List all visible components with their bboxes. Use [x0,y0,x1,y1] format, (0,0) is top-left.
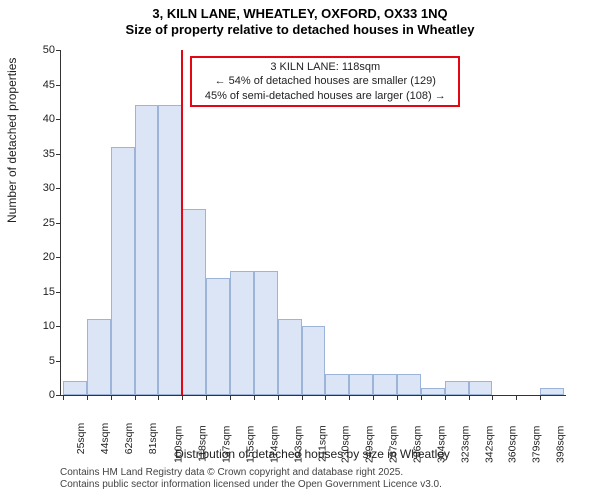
y-tick-mark [56,395,61,396]
x-tick-label: 81sqm [146,419,158,455]
annotation-box: 3 KILN LANE: 118sqm← 54% of detached hou… [190,56,460,107]
x-tick-label: 62sqm [122,419,134,455]
histogram-bar [206,278,230,395]
y-tick-mark [56,188,61,189]
x-tick-mark [373,395,374,400]
x-tick-label: 342sqm [483,422,495,463]
footer-line-2: Contains public sector information licen… [60,479,442,490]
y-tick-mark [56,119,61,120]
x-tick-mark [230,395,231,400]
x-tick-label: 25sqm [75,419,87,455]
histogram-bar [540,388,564,395]
y-tick-mark [56,361,61,362]
histogram-bar [445,381,469,395]
y-tick-mark [56,154,61,155]
plot-area: 0510152025303540455025sqm44sqm62sqm81sqm… [60,50,566,396]
x-tick-mark [349,395,350,400]
x-tick-label: 360sqm [507,422,519,463]
x-tick-mark [63,395,64,400]
y-tick-mark [56,292,61,293]
y-tick-mark [56,223,61,224]
y-tick-mark [56,85,61,86]
title-line-2: Size of property relative to detached ho… [0,22,600,37]
histogram-bar [373,374,397,395]
chart-root: 3, KILN LANE, WHEATLEY, OXFORD, OX33 1NQ… [0,0,600,500]
x-tick-mark [111,395,112,400]
histogram-bar [87,319,111,395]
x-tick-mark [421,395,422,400]
x-tick-mark [516,395,517,400]
x-tick-mark [182,395,183,400]
y-tick-mark [56,257,61,258]
x-tick-mark [158,395,159,400]
x-tick-mark [302,395,303,400]
histogram-bar [469,381,493,395]
y-tick-mark [56,326,61,327]
y-tick-mark [56,50,61,51]
annotation-line-3: 45% of semi-detached houses are larger (… [196,89,454,103]
histogram-bar [254,271,278,395]
annotation-line-1: 3 KILN LANE: 118sqm [196,60,454,74]
x-tick-label: 398sqm [555,422,567,463]
x-axis-label: Distribution of detached houses by size … [175,447,450,461]
histogram-bar [349,374,373,395]
histogram-bar [135,105,159,395]
x-tick-mark [135,395,136,400]
footer-line-1: Contains HM Land Registry data © Crown c… [60,467,403,478]
histogram-bar [158,105,182,395]
x-tick-mark [325,395,326,400]
x-tick-mark [492,395,493,400]
histogram-bar [421,388,445,395]
histogram-bar [325,374,349,395]
x-tick-mark [206,395,207,400]
x-tick-label: 323sqm [459,422,471,463]
histogram-bar [397,374,421,395]
histogram-bar [63,381,87,395]
x-tick-mark [469,395,470,400]
x-tick-mark [87,395,88,400]
x-tick-label: 44sqm [99,419,111,455]
x-tick-mark [540,395,541,400]
histogram-bar [111,147,135,395]
x-tick-mark [278,395,279,400]
histogram-bar [278,319,302,395]
title-line-1: 3, KILN LANE, WHEATLEY, OXFORD, OX33 1NQ [0,6,600,21]
annotation-line-2: ← 54% of detached houses are smaller (12… [196,74,454,88]
histogram-bar [302,326,326,395]
histogram-bar [182,209,206,395]
x-tick-label: 379sqm [531,422,543,463]
reference-line [181,50,183,395]
histogram-bar [230,271,254,395]
x-tick-mark [445,395,446,400]
title-block: 3, KILN LANE, WHEATLEY, OXFORD, OX33 1NQ… [0,6,600,37]
x-tick-mark [397,395,398,400]
x-tick-mark [254,395,255,400]
